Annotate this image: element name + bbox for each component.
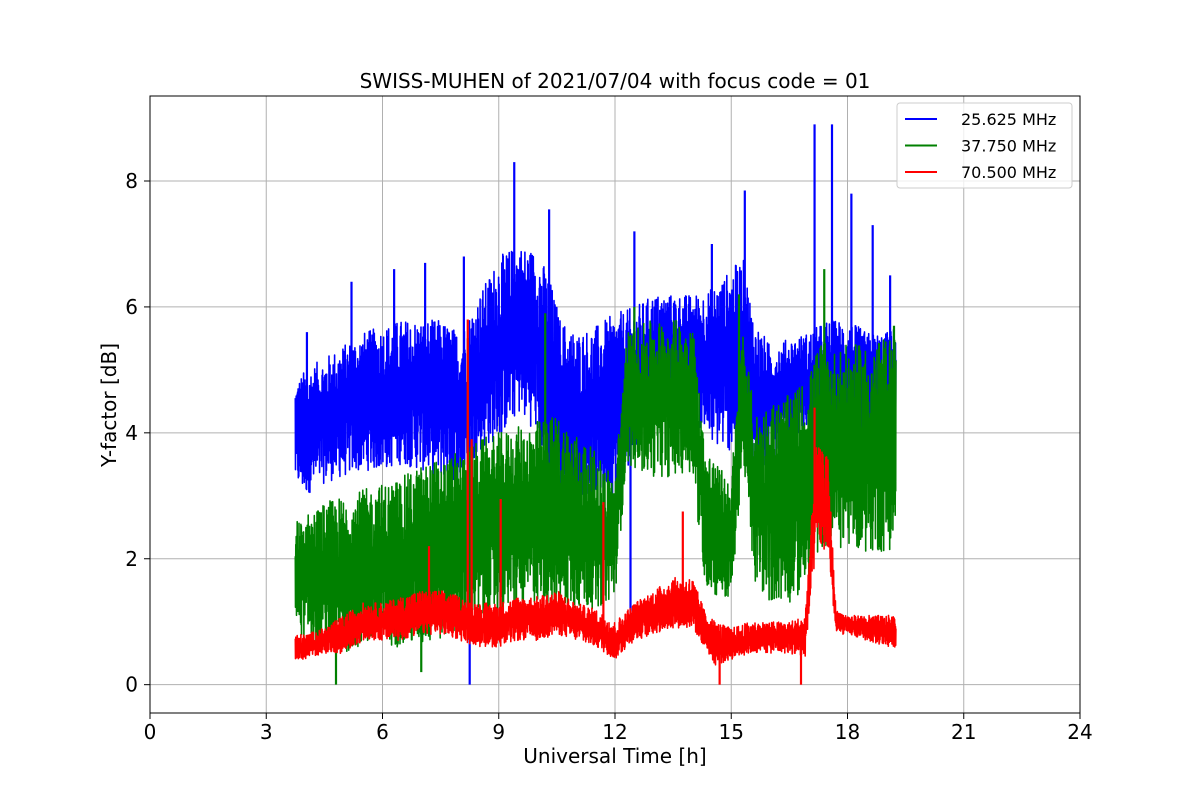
x-tick-label: 6: [376, 720, 389, 744]
y-tick-label: 6: [125, 295, 138, 319]
x-tick-label: 9: [492, 720, 505, 744]
x-axis-label: Universal Time [h]: [523, 744, 706, 768]
y-tick-label: 0: [125, 673, 138, 697]
y-tick-label: 4: [125, 421, 138, 445]
y-tick-label: 2: [125, 547, 138, 571]
x-tick-label: 0: [144, 720, 157, 744]
x-tick-label: 3: [260, 720, 273, 744]
x-axis: 0 3 6 9 12 15 18 21 24: [144, 713, 1093, 744]
legend-label: 37.750 MHz: [961, 137, 1056, 156]
series-line-2: [294, 319, 897, 652]
y-axis-label: Y-factor [dB]: [97, 343, 121, 468]
series-line-3: [294, 447, 897, 666]
x-tick-label: 12: [602, 720, 627, 744]
series-layer: [294, 124, 897, 685]
legend-label: 70.500 MHz: [961, 163, 1056, 182]
chart-title: SWISS-MUHEN of 2021/07/04 with focus cod…: [360, 69, 871, 93]
y-axis: 0 2 4 6 8: [125, 169, 150, 697]
legend: 25.625 MHz 37.750 MHz 70.500 MHz: [896, 102, 1073, 189]
legend-label: 25.625 MHz: [961, 110, 1056, 129]
legend-box: [896, 102, 1073, 189]
x-tick-label: 21: [951, 720, 976, 744]
x-tick-label: 18: [835, 720, 860, 744]
x-tick-label: 24: [1067, 720, 1092, 744]
x-tick-label: 15: [719, 720, 744, 744]
y-tick-label: 8: [125, 169, 138, 193]
